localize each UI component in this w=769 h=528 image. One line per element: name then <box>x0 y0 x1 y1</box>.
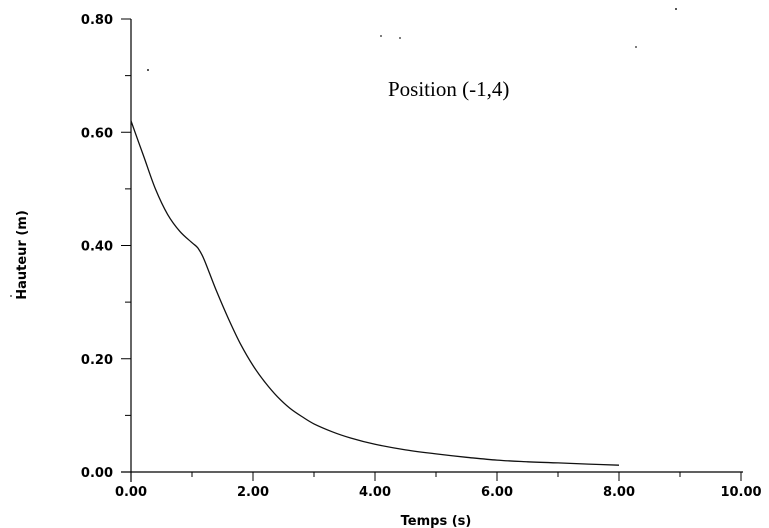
scan-speck <box>635 46 637 48</box>
chart-annotation: Position (-1,4) <box>388 77 509 101</box>
y-tick-label: 0.60 <box>81 126 113 141</box>
y-axis-title: Hauteur (m) <box>15 210 30 300</box>
y-ticks: 0.00 0.20 0.40 0.60 0.80 <box>81 13 131 481</box>
scan-speck <box>147 69 149 71</box>
x-tick-label: 10.00 <box>720 485 761 500</box>
x-ticks: 0.00 2.00 4.00 6.00 8.00 10.00 <box>115 472 762 500</box>
x-tick-label: 8.00 <box>603 485 635 500</box>
y-tick-label: 0.20 <box>81 353 113 368</box>
x-axis-title: Temps (s) <box>401 514 472 528</box>
x-tick-label: 4.00 <box>359 485 391 500</box>
scan-speck <box>10 295 12 297</box>
axes <box>121 19 743 482</box>
x-tick-label: 2.00 <box>237 485 269 500</box>
scan-speck <box>399 37 401 39</box>
y-tick-label: 0.40 <box>81 240 113 255</box>
series-line-0 <box>130 120 620 466</box>
y-tick-label: 0.80 <box>81 13 113 28</box>
x-tick-label: 0.00 <box>115 485 147 500</box>
y-tick-label: 0.00 <box>81 466 113 481</box>
series-group <box>130 120 620 466</box>
x-tick-label: 6.00 <box>481 485 513 500</box>
scan-speck <box>675 8 677 10</box>
scan-speck <box>380 35 382 37</box>
